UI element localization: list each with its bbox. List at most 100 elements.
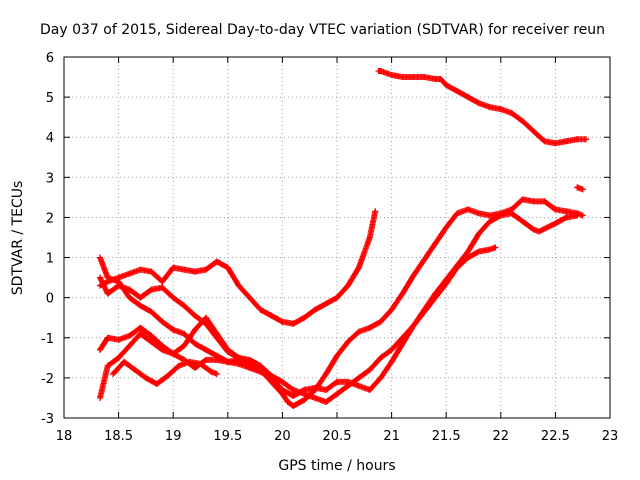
data-point bbox=[579, 186, 586, 193]
data-point bbox=[110, 370, 117, 377]
data-point bbox=[530, 128, 537, 135]
data-point bbox=[148, 286, 155, 293]
data-trace bbox=[97, 244, 499, 405]
data-point bbox=[175, 362, 182, 369]
x-tick-label: 22 bbox=[493, 429, 510, 444]
data-point bbox=[290, 320, 297, 327]
data-point bbox=[519, 118, 526, 125]
data-point bbox=[334, 390, 340, 397]
data-point bbox=[552, 206, 559, 213]
data-point bbox=[530, 198, 537, 205]
data-point bbox=[137, 330, 144, 337]
x-tick-label: 20 bbox=[274, 429, 291, 444]
data-point bbox=[186, 358, 193, 365]
data-point bbox=[574, 136, 581, 143]
data-point bbox=[366, 366, 373, 373]
data-point bbox=[97, 346, 104, 353]
data-point bbox=[115, 278, 122, 285]
data-point bbox=[97, 254, 104, 261]
data-point bbox=[268, 374, 275, 381]
data-point bbox=[97, 274, 104, 281]
data-point bbox=[497, 212, 504, 219]
series-track-b bbox=[97, 196, 586, 409]
data-point bbox=[355, 328, 362, 335]
data-point bbox=[443, 224, 450, 231]
data-point bbox=[202, 320, 209, 327]
data-point bbox=[399, 290, 406, 297]
data-point bbox=[164, 372, 171, 379]
x-tick-label: 19.5 bbox=[213, 429, 242, 444]
data-point bbox=[399, 340, 406, 347]
data-point bbox=[492, 244, 499, 251]
data-point bbox=[475, 100, 482, 107]
data-point bbox=[126, 342, 133, 349]
data-point bbox=[192, 326, 199, 333]
data-point bbox=[148, 338, 155, 345]
data-point bbox=[301, 386, 308, 393]
grid bbox=[64, 57, 610, 418]
y-tick-label: 5 bbox=[46, 91, 54, 106]
series-track-f bbox=[110, 358, 220, 387]
y-tick-label: -2 bbox=[41, 372, 54, 387]
data-point bbox=[574, 212, 581, 219]
y-tick-label: -1 bbox=[41, 332, 54, 347]
data-point bbox=[443, 82, 450, 89]
data-point bbox=[148, 268, 155, 275]
series-track-a bbox=[97, 208, 379, 327]
data-point bbox=[170, 350, 177, 357]
data-point bbox=[115, 354, 122, 361]
data-point bbox=[334, 378, 340, 385]
data-trace bbox=[97, 210, 581, 399]
data-trace bbox=[375, 68, 589, 147]
y-tick-label: 3 bbox=[46, 171, 54, 186]
data-point bbox=[355, 382, 362, 389]
data-point bbox=[312, 306, 319, 313]
data-point bbox=[323, 370, 330, 377]
data-point bbox=[334, 294, 340, 301]
data-point bbox=[137, 302, 144, 309]
data-point bbox=[399, 74, 406, 81]
data-point bbox=[148, 308, 155, 315]
data-point bbox=[224, 264, 231, 271]
data-point bbox=[323, 386, 330, 393]
data-point bbox=[388, 72, 395, 79]
data-point bbox=[388, 306, 395, 313]
data-point bbox=[284, 398, 291, 405]
data-point bbox=[301, 396, 308, 403]
data-point bbox=[213, 356, 220, 363]
data-point bbox=[344, 378, 351, 385]
series-track-d bbox=[97, 210, 581, 399]
data-point bbox=[563, 208, 570, 215]
data-point bbox=[142, 374, 149, 381]
data-point bbox=[301, 314, 308, 321]
x-tick-label: 18 bbox=[56, 429, 73, 444]
data-point bbox=[126, 332, 133, 339]
data-point bbox=[170, 294, 177, 301]
y-axis-label: SDTVAR / TECUs bbox=[10, 181, 26, 296]
data-point bbox=[290, 402, 297, 409]
data-point bbox=[202, 356, 209, 363]
data-point bbox=[279, 318, 286, 325]
data-point bbox=[432, 290, 439, 297]
y-tick-label: 4 bbox=[46, 131, 54, 146]
data-point bbox=[486, 218, 493, 225]
data-point bbox=[579, 212, 586, 219]
data-point bbox=[213, 258, 220, 265]
x-tick-label: 18.5 bbox=[104, 429, 133, 444]
x-tick-label: 20.5 bbox=[323, 429, 352, 444]
data-point bbox=[421, 256, 428, 263]
data-point bbox=[497, 106, 504, 113]
data-point bbox=[224, 348, 231, 355]
data-point bbox=[257, 306, 264, 313]
data-point bbox=[563, 214, 570, 221]
data-point bbox=[552, 220, 559, 227]
series-track-g bbox=[375, 68, 589, 147]
data-point bbox=[486, 104, 493, 111]
data-point bbox=[465, 248, 472, 255]
data-point bbox=[508, 210, 515, 217]
data-point bbox=[137, 324, 144, 331]
y-tick-label: 6 bbox=[46, 51, 54, 66]
data-point bbox=[290, 392, 297, 399]
data-point bbox=[574, 184, 581, 191]
